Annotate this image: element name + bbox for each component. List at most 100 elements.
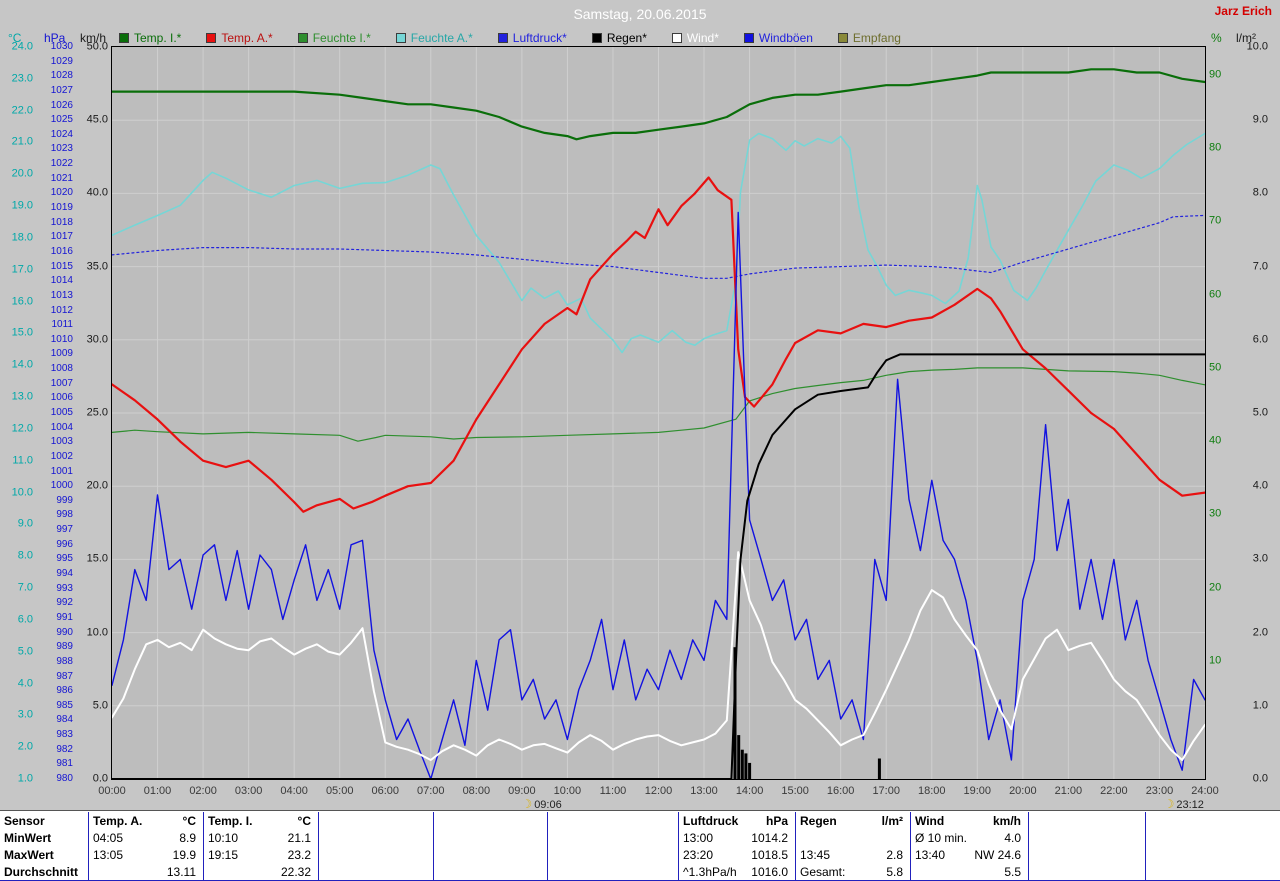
stats-cell [1029, 846, 1145, 863]
axis-tick-label: 2.0 [17, 740, 33, 753]
stats-cell: 19:15 23.2 [204, 846, 318, 863]
axis-tick-label: 1002 [50, 450, 73, 462]
axis-tick-label: 1013 [50, 289, 73, 301]
axis-tick-label: 1030 [50, 41, 73, 52]
stats-cell-time: 13:00 [683, 830, 714, 845]
plot-area[interactable] [110, 46, 1207, 780]
x-tick-label: 09:00 [508, 785, 536, 797]
legend-item-luftdruck[interactable]: Luftdruck* [497, 31, 567, 45]
stats-cell-value: 2.8 [886, 847, 903, 862]
stats-col-empty-3 [433, 812, 547, 880]
stats-col-unit: °C [297, 813, 311, 828]
stats-cell-time: 13:40 [915, 847, 946, 862]
stats-cell [548, 829, 678, 846]
stats-cell-value: 5.8 [886, 864, 903, 879]
axis-tick-label: 8.0 [17, 549, 33, 562]
axis-tick-label: 990 [56, 626, 73, 638]
stats-cell [548, 863, 678, 880]
axis-tick-label: 18.0 [11, 231, 33, 244]
legend-item-temp-i[interactable]: Temp. I.* [119, 31, 181, 45]
axis-tick-label: 1000 [50, 480, 73, 492]
moon-time: 23:12 [1176, 799, 1204, 811]
axis-tick-label: 5.0 [1252, 406, 1268, 419]
legend-item-empfang[interactable]: Empfang [837, 31, 901, 45]
stats-cell-value: 23.2 [287, 847, 311, 862]
axis-tick-label: 996 [56, 538, 73, 550]
stats-col-empty-4 [547, 812, 678, 880]
axis-tick-label: 19.0 [11, 199, 33, 212]
axis-tick-label: 20 [1209, 581, 1222, 594]
axis-tick-label: 1026 [50, 99, 73, 111]
legend-label-feuchte-i: Feuchte I.* [312, 31, 371, 45]
x-tick-label: 07:00 [417, 785, 445, 797]
axis-tick-label: 7.0 [17, 581, 33, 594]
axis-tick-label: 988 [56, 655, 73, 667]
legend-item-windboeen[interactable]: Windböen [743, 31, 813, 45]
legend-swatch-windboeen [743, 33, 754, 43]
legend-item-feuchte-i[interactable]: Feuchte I.* [297, 31, 371, 45]
series-bar-regen-intervall [877, 758, 881, 779]
axis-tick-label: 15.0 [86, 552, 108, 565]
legend-label-temp-i: Temp. I.* [134, 31, 182, 45]
x-tick-label: 20:00 [1009, 785, 1037, 797]
x-tick-label: 13:00 [690, 785, 718, 797]
stats-col-header: Luftdruck hPa [679, 812, 795, 829]
legend-label-temp-a: Temp. A.* [221, 31, 273, 45]
series-line-feuchte-i [111, 367, 1206, 442]
stats-cell-time: 10:10 [208, 830, 239, 845]
series-line-wind [111, 551, 1206, 761]
stats-row-label-text: MinWert [4, 830, 52, 845]
stats-cell-value: 1018.5 [751, 847, 788, 862]
axis-tick-label: 30 [1209, 507, 1222, 520]
axis-tick-label: 30.0 [86, 333, 108, 346]
legend-label-windboeen: Windböen [758, 31, 813, 45]
axis-tick-label: 1012 [50, 304, 73, 316]
stats-col-luftdruck: Luftdruck hPa 13:00 1014.2 23:20 1018.5 ^1.3hP… [678, 812, 795, 880]
stats-row-label-text: Durchschnitt [4, 864, 79, 879]
axis-tick-label: 0.0 [1252, 772, 1268, 785]
series-bar-regen-intervall [744, 753, 748, 779]
series-line-regen-summe [111, 353, 1206, 780]
axis-tick-label: 1016 [50, 245, 73, 257]
stats-row-label-0: Sensor [0, 812, 88, 829]
legend-item-regen[interactable]: Regen* [591, 31, 647, 45]
axis-tick-label: 1027 [50, 84, 73, 96]
x-tick-label: 19:00 [963, 785, 992, 797]
axis-tick-label: 1023 [50, 143, 73, 155]
stats-cell: 23:20 1018.5 [679, 846, 795, 863]
legend-swatch-feuchte-a [395, 33, 406, 43]
axis-tick-label: 991 [56, 611, 73, 623]
stats-cell-value: 1014.2 [751, 830, 788, 845]
series-line-temp-i [110, 68, 1207, 141]
axis-tick-label: 12.0 [11, 422, 33, 435]
stats-cell: 13:05 19.9 [89, 846, 203, 863]
stats-cell-value: NW 24.6 [974, 847, 1021, 862]
axis-tick-label: 1020 [50, 187, 73, 199]
legend-item-feuchte-a[interactable]: Feuchte A.* [395, 31, 473, 45]
stats-col-header [434, 812, 547, 829]
x-tick-label: 03:00 [234, 785, 263, 797]
series-line-temp-a [110, 176, 1207, 513]
legend-swatch-temp-a [206, 33, 217, 43]
x-tick-label: 04:00 [280, 785, 308, 797]
axis-tick-label: 986 [56, 685, 73, 697]
stats-col-header [1029, 812, 1145, 829]
axis-tick-label: 80 [1209, 141, 1222, 154]
legend-item-wind[interactable]: Wind* [671, 31, 719, 45]
axis-tick-label: 1010 [50, 333, 73, 345]
stats-cell [1029, 863, 1145, 880]
axis-tick-label: 993 [56, 582, 73, 594]
stats-col-header: Temp. A. °C [89, 812, 203, 829]
axis-tick-label: 1019 [50, 202, 73, 214]
legend: Temp. I.* Temp. A.* Feuchte I.* Feuchte A.*… [119, 31, 926, 45]
stats-col-name: Regen [800, 813, 837, 828]
legend-item-temp-a[interactable]: Temp. A.* [206, 31, 273, 45]
stats-cell [319, 846, 433, 863]
stats-col-regen: Regen l/m² 13:45 2.8 Gesamt: 5.8 [795, 812, 910, 880]
axis-tick-label: 980 [56, 773, 73, 784]
axis-tick-label: 999 [56, 494, 73, 506]
stats-cell-value: 21.1 [287, 830, 311, 845]
axis-tick-label: 1011 [51, 319, 73, 331]
x-tick-label: 24:00 [1191, 785, 1219, 797]
axis-tick-label: 6.0 [1252, 333, 1268, 346]
